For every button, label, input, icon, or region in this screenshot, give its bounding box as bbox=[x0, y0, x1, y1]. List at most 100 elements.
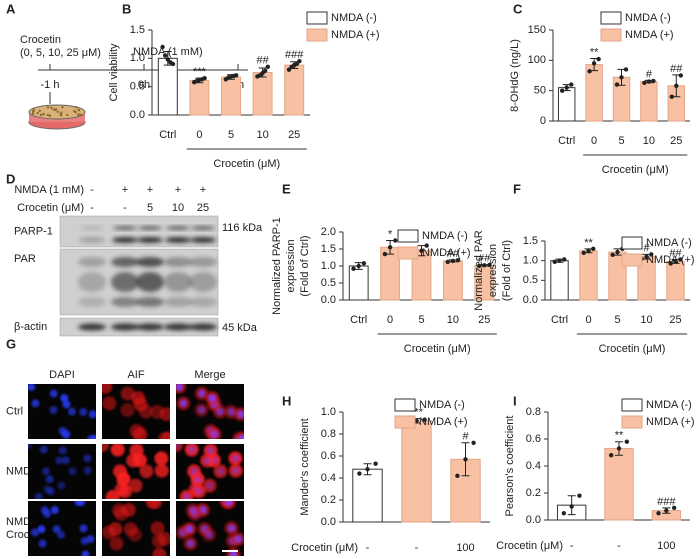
blot-band bbox=[164, 297, 192, 307]
nucleus bbox=[31, 399, 40, 408]
nucleus bbox=[188, 506, 197, 515]
row-name: NMDA (1 mM) bbox=[14, 184, 84, 196]
nucleus bbox=[210, 430, 219, 439]
x-axis-label: Crocetin (μM) bbox=[602, 164, 669, 176]
nucleus bbox=[205, 481, 214, 490]
y-axis-label: Normalized PARP-1 bbox=[271, 217, 283, 315]
aif-cell bbox=[129, 444, 144, 458]
y-tick-label: 2.0 bbox=[321, 226, 336, 238]
nucleus bbox=[83, 454, 92, 463]
legend-swatch bbox=[306, 11, 328, 25]
aif-cell bbox=[109, 536, 124, 551]
lane-label: 25 bbox=[197, 202, 209, 214]
data-point bbox=[668, 261, 673, 266]
data-point bbox=[586, 248, 591, 254]
y-tick-label: 1.0 bbox=[321, 260, 336, 272]
legend-label: NMDA (+) bbox=[422, 247, 471, 259]
legend-label: NMDA (-) bbox=[646, 237, 692, 249]
blot-strip bbox=[59, 215, 219, 248]
nucleus bbox=[185, 525, 194, 534]
significance: ** bbox=[590, 46, 599, 58]
nucleus bbox=[79, 524, 88, 533]
data-point bbox=[587, 69, 592, 74]
data-point bbox=[557, 258, 562, 263]
data-point bbox=[608, 453, 614, 458]
cells bbox=[176, 444, 243, 499]
nucleus bbox=[190, 467, 199, 476]
aif-cell bbox=[118, 484, 133, 499]
dish-cell bbox=[50, 106, 53, 110]
data-point bbox=[365, 467, 370, 472]
dish-cell bbox=[52, 108, 55, 111]
panel-letter: C bbox=[513, 1, 523, 16]
y-tick-label: 0.0 bbox=[526, 514, 541, 526]
micrograph bbox=[102, 501, 170, 556]
blot-band bbox=[137, 237, 163, 243]
blot-band bbox=[164, 257, 192, 267]
x-tick-label: 100 bbox=[657, 540, 675, 552]
x-axis-label: Crocetin (μM) bbox=[291, 542, 358, 554]
significance: # bbox=[646, 68, 653, 80]
dish-cell bbox=[77, 114, 80, 117]
dish-cell bbox=[79, 113, 83, 117]
data-point bbox=[564, 85, 569, 90]
y-tick-label: 1.0 bbox=[523, 255, 538, 267]
dish-cell bbox=[74, 111, 77, 114]
panel-letter: D bbox=[6, 171, 15, 186]
legend-swatch bbox=[600, 28, 622, 42]
legend-swatch bbox=[621, 253, 643, 267]
x-tick-label: Ctrl bbox=[350, 314, 367, 326]
aif-cell bbox=[131, 391, 146, 406]
nucleus bbox=[197, 389, 206, 398]
legend-swatch bbox=[394, 415, 416, 429]
data-point bbox=[559, 88, 565, 93]
dish-cell bbox=[42, 113, 45, 116]
significance: *** bbox=[193, 66, 207, 78]
aif-cell bbox=[102, 444, 110, 453]
pretreatment: Crocetin bbox=[20, 34, 61, 46]
nucleus bbox=[77, 501, 86, 507]
data-point bbox=[422, 417, 427, 422]
data-point bbox=[669, 94, 674, 99]
nucleus bbox=[37, 525, 46, 534]
aif-cell bbox=[108, 522, 123, 537]
nucleus bbox=[52, 525, 61, 534]
blot-band bbox=[78, 323, 106, 331]
aif-cell bbox=[154, 463, 169, 478]
significance: ** bbox=[615, 430, 624, 442]
nucleus bbox=[58, 446, 67, 455]
data-point bbox=[673, 259, 678, 264]
blot-band bbox=[78, 257, 106, 267]
nucleus bbox=[55, 456, 64, 465]
blot-band bbox=[111, 257, 139, 267]
nucleus bbox=[49, 405, 58, 414]
bar bbox=[640, 81, 658, 122]
cells bbox=[102, 384, 170, 439]
data-point bbox=[382, 251, 388, 257]
blot-band bbox=[190, 237, 216, 243]
y-axis-label: (Fold of Ctrl) bbox=[299, 235, 311, 296]
nucleus bbox=[203, 456, 212, 465]
aif-cell bbox=[150, 521, 165, 536]
legend-label: NMDA (-) bbox=[422, 230, 468, 242]
significance: ## bbox=[669, 247, 682, 259]
x-axis-label: Crocetin (μM) bbox=[404, 343, 471, 355]
data-point bbox=[202, 75, 207, 81]
aif-cell bbox=[111, 503, 126, 518]
x-tick-label: 0 bbox=[387, 314, 393, 326]
y-tick-label: 0 bbox=[540, 115, 546, 127]
dish-cell bbox=[32, 107, 35, 111]
nucleus bbox=[62, 400, 71, 409]
x-tick-label: 25 bbox=[478, 314, 490, 326]
data-point bbox=[162, 53, 168, 58]
bar bbox=[189, 79, 210, 116]
data-point bbox=[664, 508, 669, 513]
data-point bbox=[649, 252, 654, 257]
x-tick-label: - bbox=[366, 542, 370, 554]
bar bbox=[284, 64, 305, 116]
data-point bbox=[373, 461, 378, 466]
nucleus bbox=[88, 410, 96, 419]
significance: ** bbox=[584, 237, 593, 249]
data-point bbox=[623, 67, 629, 72]
bar bbox=[401, 420, 432, 523]
